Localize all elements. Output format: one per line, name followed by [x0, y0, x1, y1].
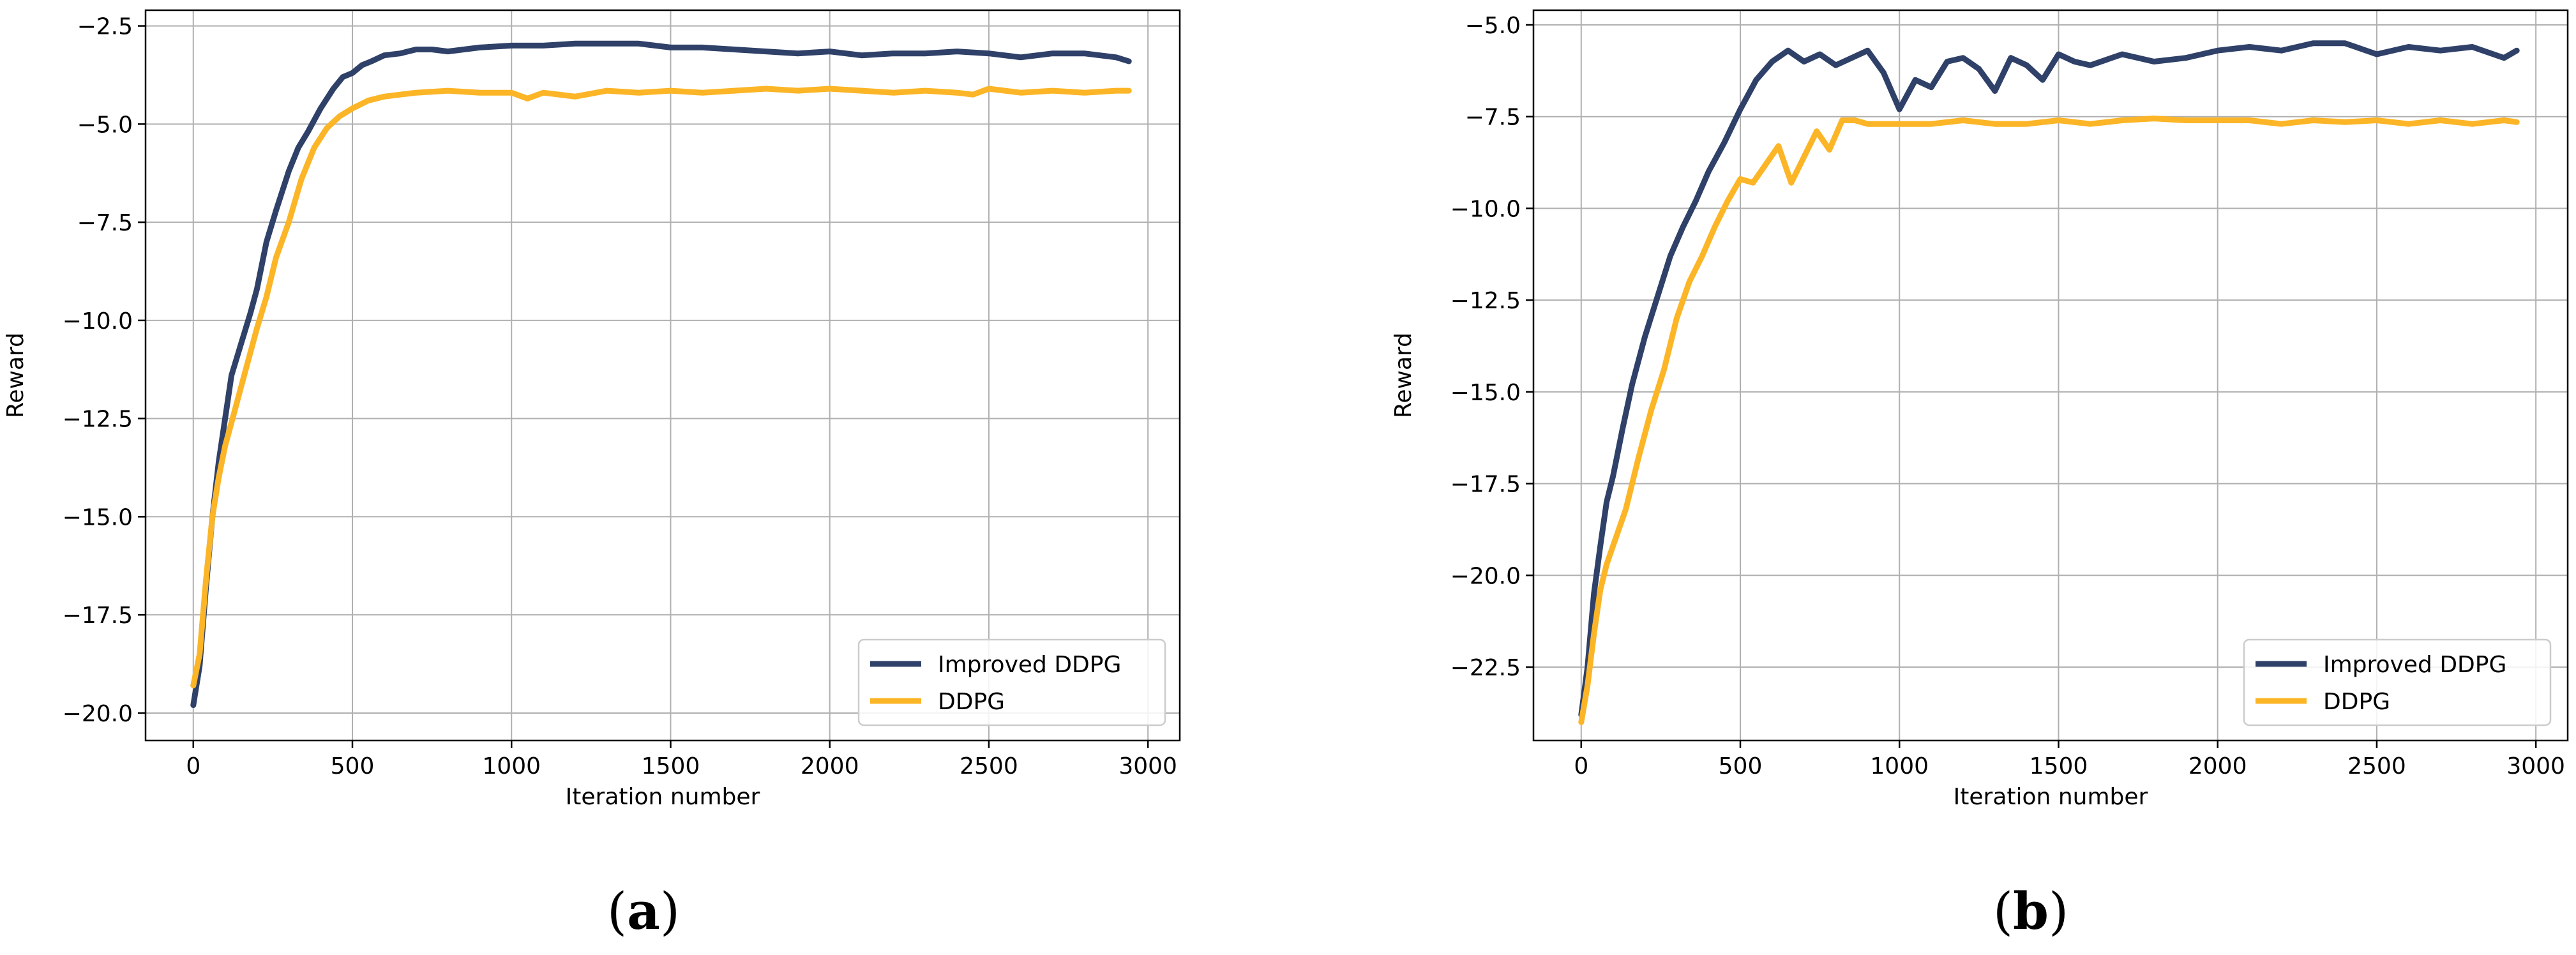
chart-b-xtick-label-6: 3000 [2506, 753, 2565, 779]
chart-a-xtick-label-1: 500 [331, 753, 375, 779]
chart-a-xtick-label-5: 2500 [960, 753, 1018, 779]
chart-a-legend: Improved DDPG DDPG [857, 638, 1166, 726]
chart-b-y-axis-label: Reward [1390, 333, 1417, 418]
caption-b-letter: b [2013, 881, 2049, 941]
chart-b-ytick-label-6: −7.5 [1465, 105, 1521, 131]
chart-a-ytick-label-6: −5.0 [77, 112, 133, 138]
chart-a-plot-frame [144, 9, 1181, 742]
caption-a-open: ( [606, 882, 628, 941]
chart-b-ytick-label-3: −15.0 [1450, 380, 1521, 406]
caption-b-open: ( [1992, 882, 2014, 941]
chart-b-ytick-label-4: −12.5 [1450, 288, 1521, 314]
chart-a-ytick-label-0: −20.0 [63, 701, 133, 727]
chart-b-legend: Improved DDPG DDPG [2243, 638, 2552, 726]
chart-a-ytick-label-5: −7.5 [77, 210, 133, 236]
chart-b-xtick-label-2: 1000 [1870, 753, 1929, 779]
caption-b: (b) [1967, 881, 2095, 941]
chart-b-xtick-label-3: 1500 [2030, 753, 2088, 779]
caption-a-letter: a [627, 881, 660, 941]
chart-b-x-axis-label: Iteration number [1954, 784, 2148, 810]
chart-b-ytick-label-5: −10.0 [1450, 196, 1521, 222]
chart-a-x-axis-label: Iteration number [566, 784, 760, 810]
chart-b-xtick-label-1: 500 [1719, 753, 1763, 779]
chart-b-series-line-improved-ddpg [1578, 40, 2520, 718]
caption-a-close: ) [659, 882, 681, 941]
chart-b-xtick-label-4: 2000 [2188, 753, 2247, 779]
chart-a-xtick-label-3: 1500 [642, 753, 700, 779]
chart-b-series-line-ddpg [1578, 116, 2520, 725]
chart-b-legend-label-ddpg: DDPG [2323, 689, 2390, 715]
chart-a-ytick-label-7: −2.5 [77, 14, 133, 40]
chart-a-ytick-label-1: −17.5 [63, 603, 133, 629]
chart-a: 0 500 1000 1500 2000 2500 3000 −20.0 −17.5 −15.0 −… [3, 9, 1181, 810]
chart-a-xtick-label-4: 2000 [801, 753, 859, 779]
chart-a-y-axis-label: Reward [3, 333, 29, 418]
chart-b-xtick-label-0: 0 [1574, 753, 1588, 779]
chart-b-plot-frame [1532, 9, 2569, 742]
chart-a-series-line-ddpg [190, 86, 1132, 689]
chart-b-ytick-label-7: −5.0 [1465, 13, 1521, 39]
chart-a-xtick-label-2: 1000 [482, 753, 541, 779]
chart-b-ytick-label-0: −22.5 [1450, 655, 1521, 681]
caption-b-close: ) [2048, 882, 2069, 941]
chart-a-series-line-improved-ddpg [190, 40, 1132, 709]
chart-a-legend-box [857, 638, 1166, 726]
chart-a-ytick-label-4: −10.0 [63, 308, 133, 335]
chart-b-legend-box [2243, 638, 2552, 726]
chart-b: 0 500 1000 1500 2000 2500 3000 −22.5 −20.0 −17.5 −… [1390, 9, 2569, 810]
chart-a-legend-label-improved-ddpg: Improved DDPG [938, 652, 1121, 678]
chart-a-legend-label-ddpg: DDPG [938, 689, 1005, 715]
chart-a-ytick-label-3: −12.5 [63, 407, 133, 433]
chart-b-ytick-label-1: −20.0 [1450, 563, 1521, 589]
caption-a: (a) [580, 881, 707, 941]
chart-a-xtick-label-0: 0 [186, 753, 200, 779]
chart-a-xtick-label-6: 3000 [1119, 753, 1177, 779]
chart-b-ytick-label-2: −17.5 [1450, 472, 1521, 498]
chart-b-legend-label-improved-ddpg: Improved DDPG [2323, 652, 2506, 678]
chart-b-xtick-label-5: 2500 [2347, 753, 2406, 779]
chart-a-ytick-label-2: −15.0 [63, 504, 133, 530]
